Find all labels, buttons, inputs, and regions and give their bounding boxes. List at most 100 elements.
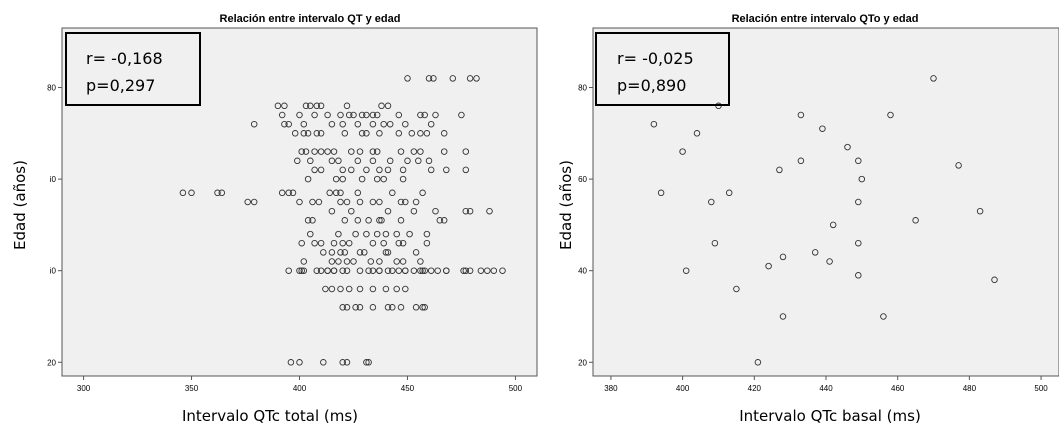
data-point xyxy=(373,230,381,238)
data-point xyxy=(393,258,400,265)
data-point xyxy=(693,130,701,137)
chart-left-r-value: r= -0,168 xyxy=(86,49,163,68)
data-point xyxy=(402,120,409,128)
data-point xyxy=(335,230,342,238)
data-point xyxy=(776,166,783,174)
data-point xyxy=(322,285,329,293)
data-point xyxy=(404,157,411,165)
data-point xyxy=(343,102,351,110)
data-point xyxy=(389,304,396,311)
chart-left-plot-area xyxy=(61,27,538,377)
data-point xyxy=(317,166,325,174)
data-point xyxy=(406,230,413,238)
data-point xyxy=(348,207,355,215)
data-point xyxy=(343,359,351,366)
data-point xyxy=(324,111,331,119)
data-point xyxy=(425,75,433,82)
data-point xyxy=(733,285,740,293)
data-point xyxy=(399,258,407,265)
data-point xyxy=(337,285,344,293)
data-point xyxy=(380,120,387,128)
data-point xyxy=(427,166,435,174)
data-point xyxy=(302,148,310,155)
data-point xyxy=(369,111,377,119)
data-point xyxy=(352,230,359,238)
data-point xyxy=(326,189,333,197)
data-point xyxy=(369,148,377,155)
data-point xyxy=(339,175,346,183)
chart-right-stat-box xyxy=(595,32,730,106)
data-point xyxy=(307,102,314,110)
data-point xyxy=(309,217,316,224)
data-point xyxy=(363,111,370,119)
data-point xyxy=(384,249,392,256)
data-point xyxy=(711,239,719,247)
data-point xyxy=(343,198,351,206)
data-point xyxy=(384,267,392,274)
data-point xyxy=(363,166,370,174)
data-point xyxy=(313,267,321,274)
data-point xyxy=(430,75,437,82)
y-tick-label: 80 xyxy=(578,84,587,93)
chart-left: Relación entre intervalo QT y edad 300 35… xyxy=(11,13,538,425)
data-point xyxy=(274,102,282,110)
data-point xyxy=(300,130,308,137)
data-point xyxy=(317,148,325,155)
data-point xyxy=(369,239,377,247)
data-point xyxy=(797,111,805,119)
data-point xyxy=(345,239,353,247)
data-point xyxy=(285,120,292,128)
data-point xyxy=(350,111,357,119)
data-point xyxy=(462,166,470,174)
data-point xyxy=(287,359,295,366)
data-point xyxy=(423,239,431,247)
data-point xyxy=(412,198,420,206)
data-point xyxy=(458,111,465,119)
data-point xyxy=(419,267,426,274)
data-point xyxy=(399,175,407,183)
data-point xyxy=(858,175,866,183)
data-point xyxy=(356,249,364,256)
data-point xyxy=(328,249,336,256)
data-point xyxy=(397,304,405,311)
data-point xyxy=(725,189,733,197)
data-point xyxy=(348,148,355,155)
data-point xyxy=(296,267,303,274)
data-point xyxy=(395,267,403,274)
data-point xyxy=(376,217,383,224)
data-point xyxy=(337,111,344,119)
x-tick-label: 300 xyxy=(77,384,91,393)
data-point xyxy=(912,217,919,224)
data-point xyxy=(214,189,221,197)
data-point xyxy=(369,198,377,206)
data-point xyxy=(341,130,349,137)
data-point xyxy=(410,148,418,155)
data-point xyxy=(382,230,390,238)
data-point xyxy=(466,75,474,82)
chart-left-y-axis-title: Edad (años) xyxy=(11,160,29,250)
data-point xyxy=(402,267,409,274)
data-point xyxy=(423,230,431,238)
data-point xyxy=(311,239,318,247)
data-point xyxy=(341,249,349,256)
y-tick-label: i0 xyxy=(50,175,57,184)
data-point xyxy=(399,166,407,174)
chart-right-plot-area xyxy=(592,27,1059,377)
data-point xyxy=(358,175,366,183)
data-point xyxy=(415,157,422,165)
data-point xyxy=(376,258,383,265)
data-point xyxy=(490,267,498,274)
data-point xyxy=(332,175,340,183)
data-point xyxy=(397,217,405,224)
data-point xyxy=(330,148,338,155)
data-point xyxy=(378,217,385,224)
data-point xyxy=(309,198,316,206)
y-tick-label: 80 xyxy=(47,84,56,93)
data-point xyxy=(328,207,336,215)
data-point xyxy=(244,198,251,206)
chart-right-title: Relación entre intervalo QTo y edad xyxy=(732,13,919,25)
data-point xyxy=(427,120,435,128)
data-point xyxy=(313,102,321,110)
y-tick-label: 40 xyxy=(578,267,587,276)
chart-right-r-value: r= -0,025 xyxy=(617,49,694,68)
